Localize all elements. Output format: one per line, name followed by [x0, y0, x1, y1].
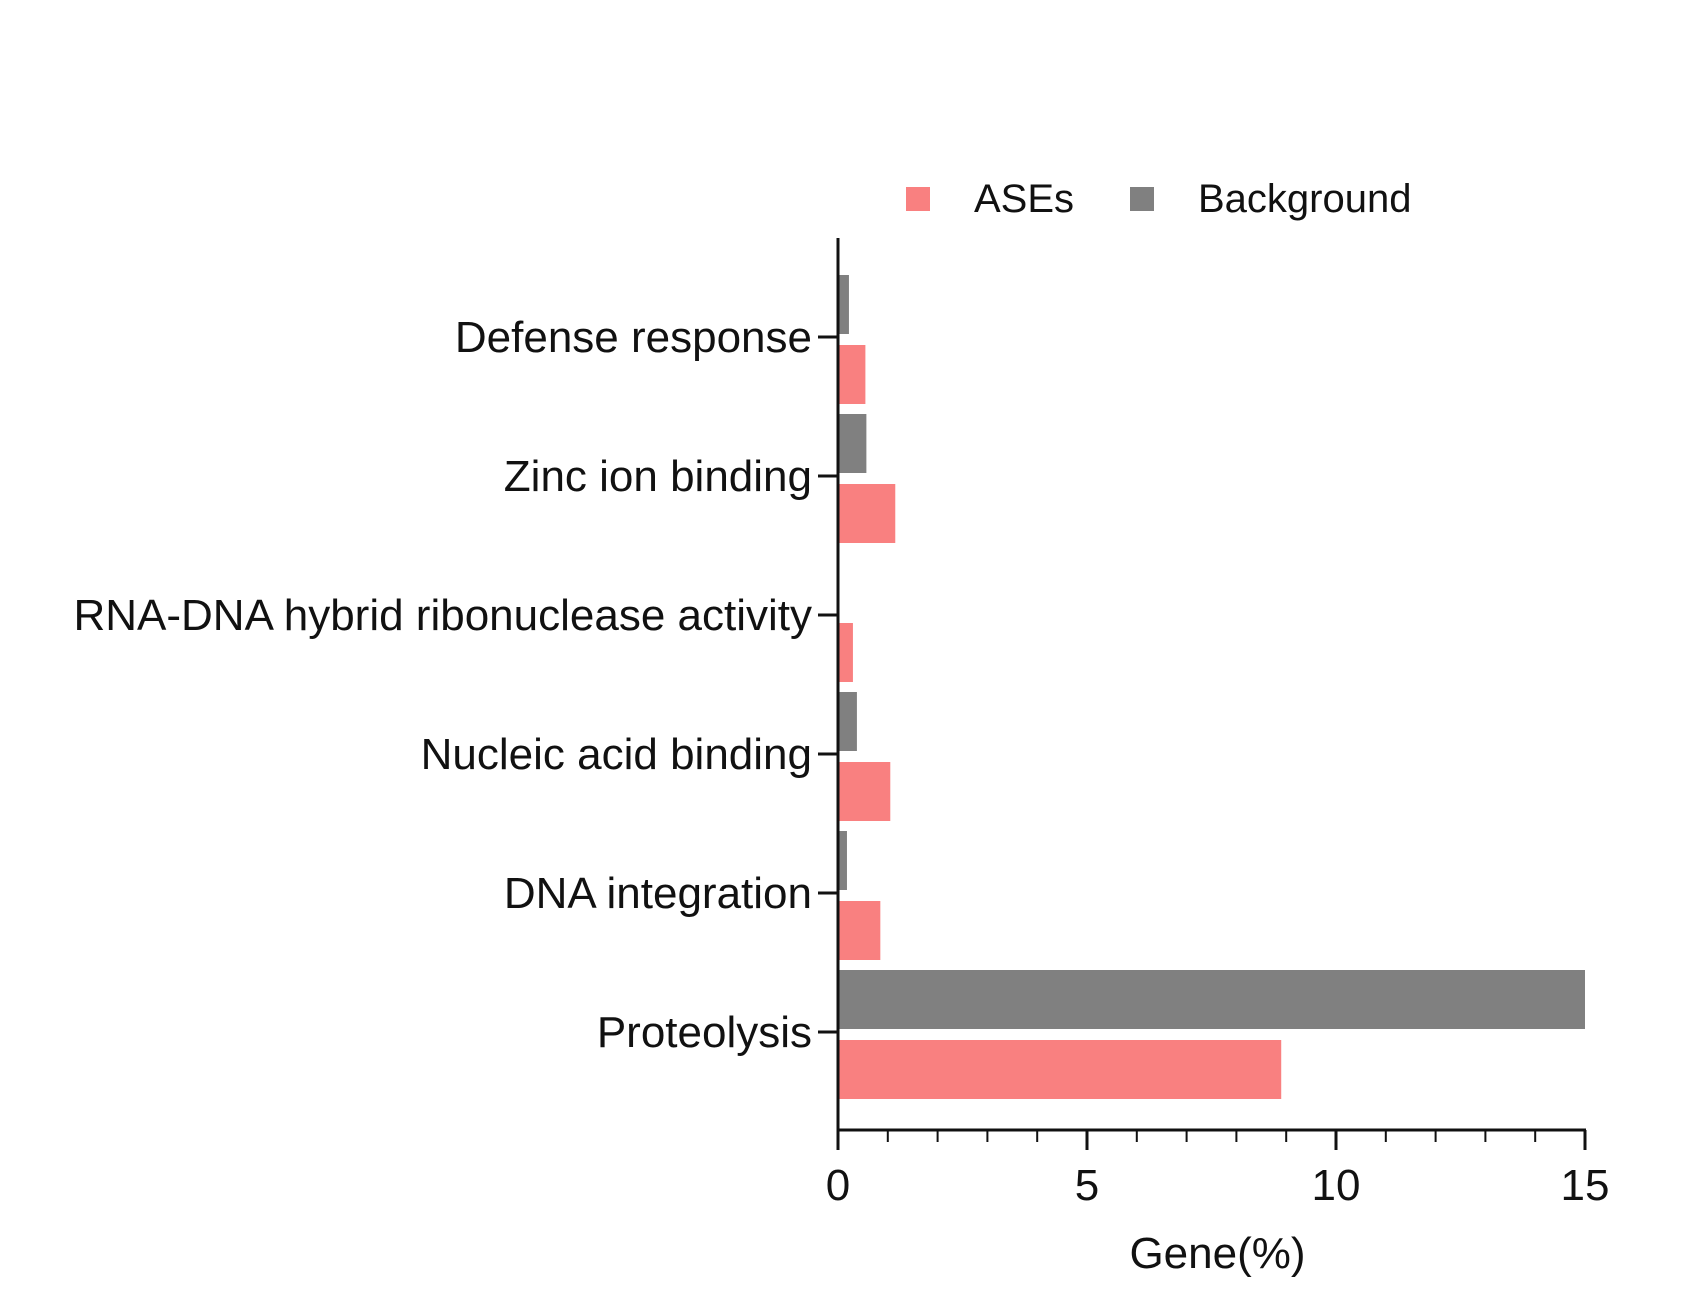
axes-group: 0 5 10 15	[818, 238, 1609, 1210]
legend-swatch-background	[1130, 187, 1154, 211]
bar-background-defense-response	[838, 275, 849, 334]
bar-background-proteolysis	[838, 970, 1585, 1029]
x-tick-label: 0	[826, 1161, 850, 1210]
category-label-rna-dna-hybrid-ribonuclease-activity: RNA-DNA hybrid ribonuclease activity	[73, 591, 812, 640]
legend-swatch-ases	[906, 187, 930, 211]
bars-group	[838, 275, 1585, 1099]
bar-ases-defense-response	[838, 345, 866, 404]
bar-background-zinc-ion-binding	[838, 414, 867, 473]
bar-background-nucleic-acid-binding	[838, 692, 857, 751]
category-label-zinc-ion-binding: Zinc ion binding	[504, 452, 812, 501]
bar-ases-dna-integration	[838, 901, 881, 960]
category-label-dna-integration: DNA integration	[504, 869, 812, 918]
category-label-defense-response: Defense response	[455, 313, 812, 362]
bar-ases-zinc-ion-binding	[838, 484, 896, 543]
x-axis-title: Gene(%)	[1129, 1229, 1305, 1278]
x-tick-label: 10	[1312, 1161, 1361, 1210]
bar-ases-nucleic-acid-binding	[838, 762, 891, 821]
bar-background-dna-integration	[838, 831, 847, 890]
bar-ases-rna-dna-hybrid-ribonuclease-activity	[838, 623, 853, 682]
legend-label-background: Background	[1198, 177, 1411, 221]
category-label-proteolysis: Proteolysis	[597, 1008, 812, 1057]
legend: ASEs Background	[906, 177, 1411, 221]
x-tick-label: 15	[1561, 1161, 1610, 1210]
category-labels: Defense response Zinc ion binding RNA-DNA …	[73, 313, 812, 1057]
legend-label-ases: ASEs	[974, 177, 1074, 221]
bar-ases-proteolysis	[838, 1040, 1282, 1099]
category-label-nucleic-acid-binding: Nucleic acid binding	[421, 730, 812, 779]
x-tick-label: 5	[1075, 1161, 1099, 1210]
